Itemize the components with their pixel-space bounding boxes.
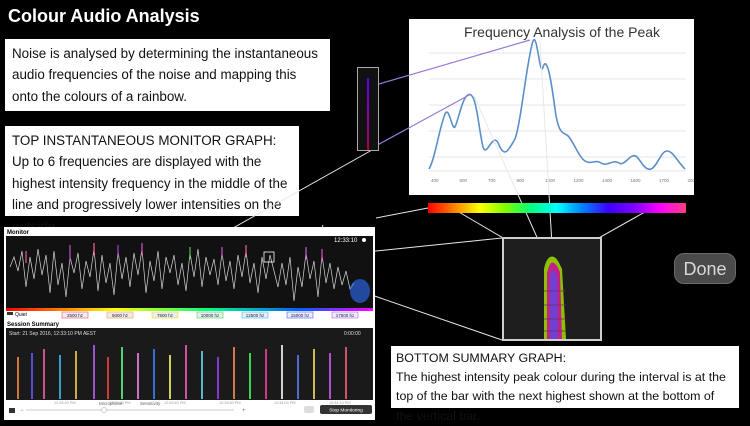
frequency-curve	[428, 38, 686, 171]
microphone-label: Microphone	[99, 401, 123, 406]
svg-text:+: +	[242, 408, 246, 414]
frequency-chart-grid	[429, 52, 686, 172]
monitor-trace	[9, 248, 355, 302]
monitor-legend-quiet: Quiet	[15, 312, 28, 318]
stop-monitoring-button[interactable]	[320, 405, 372, 414]
frequency-label-box	[286, 311, 314, 319]
frequency-label: 2500 hz	[67, 313, 84, 318]
monitor-graph-area	[6, 236, 373, 308]
x-tick-label: 1200	[574, 178, 585, 183]
frequency-label: 15000 hz	[291, 313, 310, 318]
session-summary-bars	[17, 345, 347, 399]
frequency-analysis-chart: Frequency Analysis of the Peak 400 600 700…	[409, 19, 694, 195]
intro-note: Noise is analysed by determining the ins…	[5, 39, 330, 111]
session-summary-graph	[6, 328, 373, 400]
x-tick-label: 1700	[659, 178, 670, 183]
stop-monitoring-label: Stop Monitoring	[329, 408, 363, 414]
zoomed-bar-svg	[504, 239, 600, 339]
frequency-chart-title: Frequency Analysis of the Peak	[464, 24, 661, 40]
time-tick-label: 12:33:30 PM	[109, 401, 131, 405]
frequency-label-box	[106, 311, 134, 319]
x-tick-label: 2000	[688, 178, 695, 183]
monitor-label: Monitor	[7, 230, 30, 236]
x-tick-label: 1000	[545, 178, 556, 183]
session-start-text: Start: 21 Sep 2016, 12:33:10 PM AEST	[9, 331, 96, 337]
x-tick-label: 900	[517, 178, 525, 183]
frequency-label-box	[61, 311, 89, 319]
time-tick-label: 12:33:50 PM	[219, 401, 241, 405]
monitor-app-svg: Monitor 12:33:10 Quiet 2500 hz 5000 hz 750…	[6, 230, 373, 414]
x-tick-label: 1600	[631, 178, 642, 183]
monitor-app-screenshot: Monitor 12:33:10 Quiet 2500 hz 5000 hz 750…	[4, 227, 375, 420]
time-tick-label: 12:34:10 PM	[329, 401, 351, 405]
rainbow-scale	[428, 203, 686, 213]
svg-text:−: −	[20, 408, 24, 414]
spectrum-bar-fill	[367, 78, 369, 150]
frequency-label-box	[331, 311, 359, 319]
zoomed-summary-bar	[502, 237, 602, 341]
frequency-label: 10000 hz	[201, 313, 220, 318]
frequency-label: 17500 hz	[336, 313, 355, 318]
monitor-color-bursts	[25, 243, 323, 263]
monitor-selection-box[interactable]	[263, 251, 275, 263]
done-button[interactable]: Done	[674, 253, 736, 284]
summary-note-heading: BOTTOM SUMMARY GRAPH:	[396, 351, 567, 365]
page-title: Colour Audio Analysis	[8, 6, 200, 26]
session-time-ticks: 12:33:20 PM 12:33:30 PM 12:33:40 PM 12:33:5…	[54, 401, 351, 405]
frequency-chart-x-ticks: 400 600 700 900 1000 1200 1400 1600 1700 2000	[431, 178, 694, 183]
summary-note-body: The highest intensity peak colour during…	[396, 370, 726, 423]
frequency-label: 7500 hz	[157, 313, 174, 318]
summary-note: BOTTOM SUMMARY GRAPH: The highest intens…	[391, 346, 739, 423]
monitor-info-icon[interactable]	[362, 238, 366, 242]
frequency-label-box	[151, 311, 179, 319]
lock-icon[interactable]	[9, 408, 15, 413]
frequency-label: 5000 hz	[112, 313, 129, 318]
session-elapsed: 0:00:00	[344, 331, 361, 337]
settings-toggle[interactable]	[304, 406, 314, 413]
frequency-label-box	[241, 311, 269, 319]
intro-note-text: Noise is analysed by determining the ins…	[12, 46, 318, 104]
x-tick-label: 600	[460, 178, 468, 183]
monitor-glow	[350, 279, 370, 303]
x-tick-label: 1400	[602, 178, 613, 183]
monitor-time: 12:33:10	[334, 238, 358, 244]
monitor-note-heading: TOP INSTANTANEOUS MONITOR GRAPH:	[12, 133, 277, 148]
time-tick-label: 12:33:20 PM	[54, 401, 76, 405]
monitor-frequency-labels: 2500 hz 5000 hz 7500 hz 10000 hz 12500 hz 150…	[61, 311, 359, 319]
x-tick-label: 400	[431, 178, 439, 183]
frequency-label-box	[196, 311, 224, 319]
spectrum-bar-inset	[357, 67, 379, 151]
monitor-note: TOP INSTANTANEOUS MONITOR GRAPH: Up to 6…	[5, 126, 299, 234]
session-summary-label: Session Summary	[7, 322, 60, 328]
x-tick-label: 700	[488, 178, 496, 183]
time-tick-label: 12:33:40 PM	[164, 401, 186, 405]
frequency-label: 12500 hz	[246, 313, 265, 318]
frequency-chart-svg: Frequency Analysis of the Peak 400 600 700…	[428, 24, 694, 183]
monitor-rainbow	[6, 308, 373, 311]
monitor-note-body: Up to 6 frequencies are displayed with t…	[12, 154, 288, 233]
sensitivity-label: Sensitivity	[140, 401, 161, 406]
sensitivity-slider-knob[interactable]	[101, 407, 107, 413]
time-tick-label: 12:34:00 PM	[274, 401, 296, 405]
